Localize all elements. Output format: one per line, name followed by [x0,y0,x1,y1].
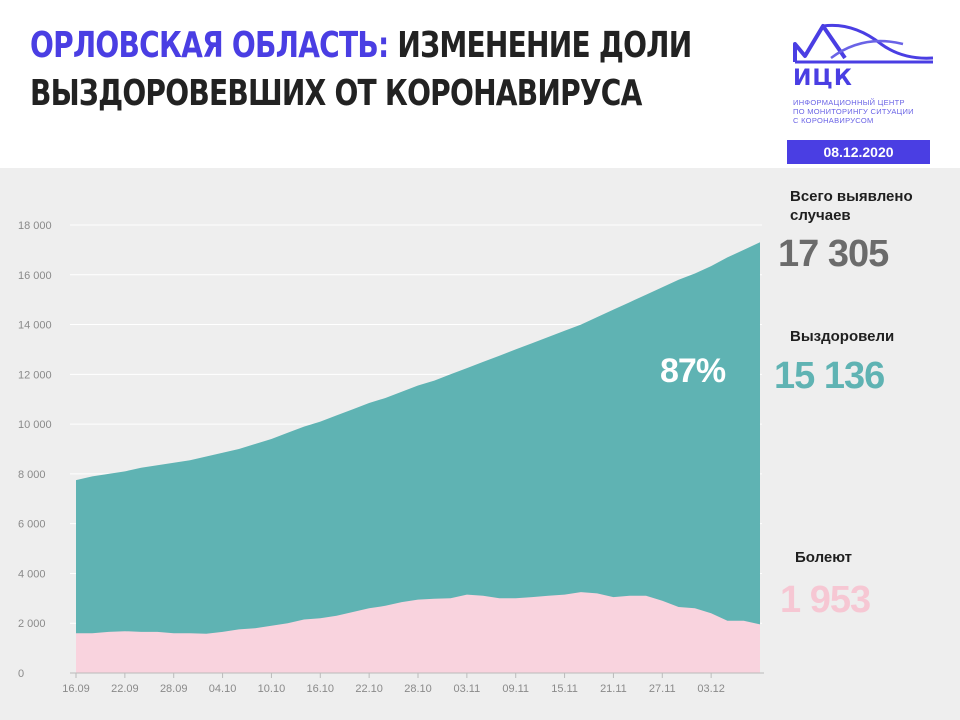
x-tick-label: 09.11 [502,683,529,695]
x-tick-label: 03.12 [697,683,725,695]
y-tick-label: 0 [18,668,24,680]
title-region: ОРЛОВСКАЯ ОБЛАСТЬ: [30,25,389,66]
recovered-label: Выздоровели [790,328,895,345]
series-area-total [76,242,760,674]
x-tick-label: 16.09 [62,683,90,695]
total-cases-value: 17 305 [778,233,889,275]
logo-wave-icon [793,23,934,64]
chart-areas [76,242,760,674]
series-area-sick [76,592,760,673]
recovered-value: 15 136 [774,355,885,397]
total-cases-label: Всего выявлено случаев [790,188,913,224]
sick-value: 1 953 [780,579,871,621]
x-tick-label: 15.11 [551,683,578,695]
logo-subtitle: ИНФОРМАЦИОННЫЙ ЦЕНТР ПО МОНИТОРИНГУ СИТУ… [793,98,914,125]
page-title: ОРЛОВСКАЯ ОБЛАСТЬ: ИЗМЕНЕНИЕ ДОЛИ ВЫЗДОР… [30,22,692,118]
x-tick-label: 03.11 [453,683,480,695]
x-tick-label: 28.10 [404,683,432,695]
sick-label: Болеют [795,549,853,566]
x-tick-label: 21.11 [600,683,627,695]
y-tick-label: 10 000 [18,419,52,431]
y-tick-label: 16 000 [18,270,52,282]
logo-abbreviation: ИЦК [793,66,853,91]
x-tick-label: 04.10 [209,683,237,695]
y-tick-label: 18 000 [18,220,52,232]
recovered-percent-label: 87% [660,352,726,390]
logo: ИЦК ИНФОРМАЦИОННЫЙ ЦЕНТР ПО МОНИТОРИНГУ … [793,22,943,132]
title-line2: ВЫЗДОРОВЕВШИХ ОТ КОРОНАВИРУСА [30,73,642,114]
x-tick-label: 22.10 [355,683,383,695]
y-tick-label: 12 000 [18,369,52,381]
y-tick-label: 4 000 [18,568,46,580]
x-tick-label: 22.09 [111,683,139,695]
y-tick-label: 8 000 [18,469,46,481]
x-tick-label: 16.10 [307,683,335,695]
y-tick-label: 14 000 [18,320,52,332]
date-badge: 08.12.2020 [787,140,930,164]
x-tick-label: 27.11 [649,683,676,695]
x-tick-label: 28.09 [160,683,188,695]
header: ОРЛОВСКАЯ ОБЛАСТЬ: ИЗМЕНЕНИЕ ДОЛИ ВЫЗДОР… [0,0,960,168]
y-tick-label: 2 000 [18,618,46,630]
title-line1: ИЗМЕНЕНИЕ ДОЛИ [397,25,692,66]
x-tick-label: 10.10 [258,683,286,695]
y-axis: 0 2 000 4 000 6 000 8 000 10 000 12 000 14 000 1… [18,220,52,680]
x-axis: 16.09 22.09 28.09 04.10 10.10 16.10 22.10 28.10… [62,672,764,695]
y-tick-label: 6 000 [18,519,46,531]
